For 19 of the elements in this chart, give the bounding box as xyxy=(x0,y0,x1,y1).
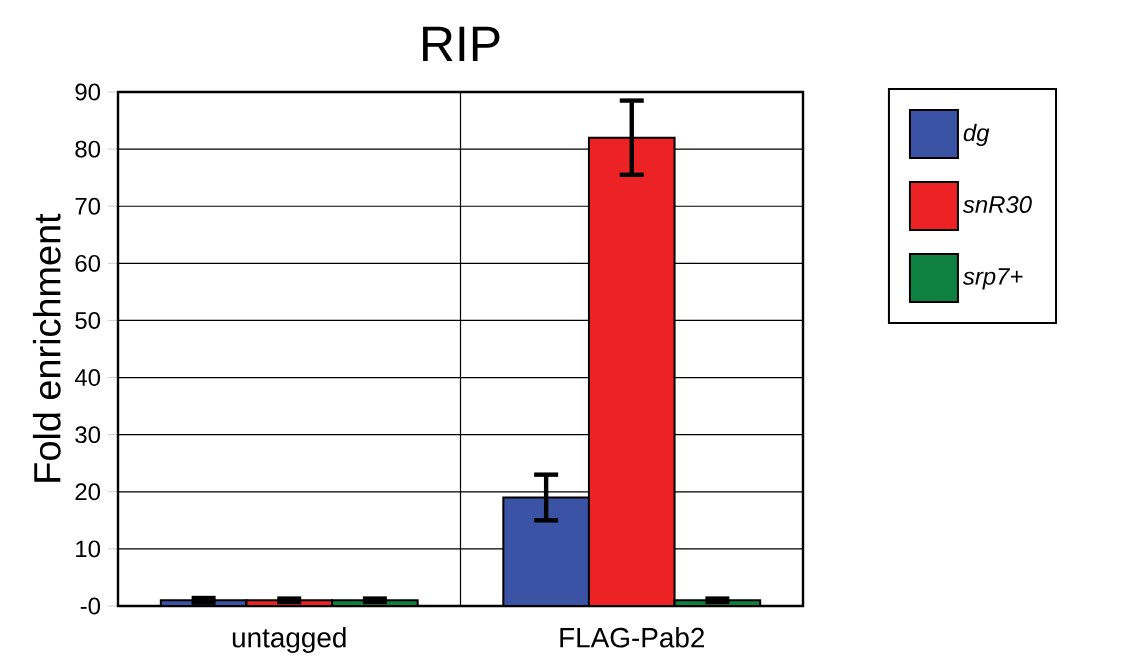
legend-label: srp7+ xyxy=(962,268,1023,290)
y-tick-label: 70 xyxy=(75,197,101,215)
y-tick-label: 80 xyxy=(75,140,101,158)
x-tick-label: untagged xyxy=(232,627,346,654)
y-tick-label: 60 xyxy=(75,254,101,272)
bar xyxy=(587,136,676,606)
chart-title: RIP xyxy=(423,26,500,62)
y-tick-label: 30 xyxy=(75,426,101,444)
y-axis-title: Fold enrichment xyxy=(32,213,61,482)
legend-label: snR30 xyxy=(962,196,1032,213)
y-tick-label: 90 xyxy=(75,83,101,101)
legend-label: dg xyxy=(963,123,990,147)
bar xyxy=(502,496,590,606)
y-tick-label: 50 xyxy=(75,311,101,329)
y-tick-label: 40 xyxy=(74,369,101,387)
x-tick-label: FLAG-Pab2 xyxy=(560,627,705,648)
y-tick-label: -0 xyxy=(80,597,101,615)
y-tick-label: 10 xyxy=(76,540,101,558)
y-tick-label: 20 xyxy=(75,483,101,501)
